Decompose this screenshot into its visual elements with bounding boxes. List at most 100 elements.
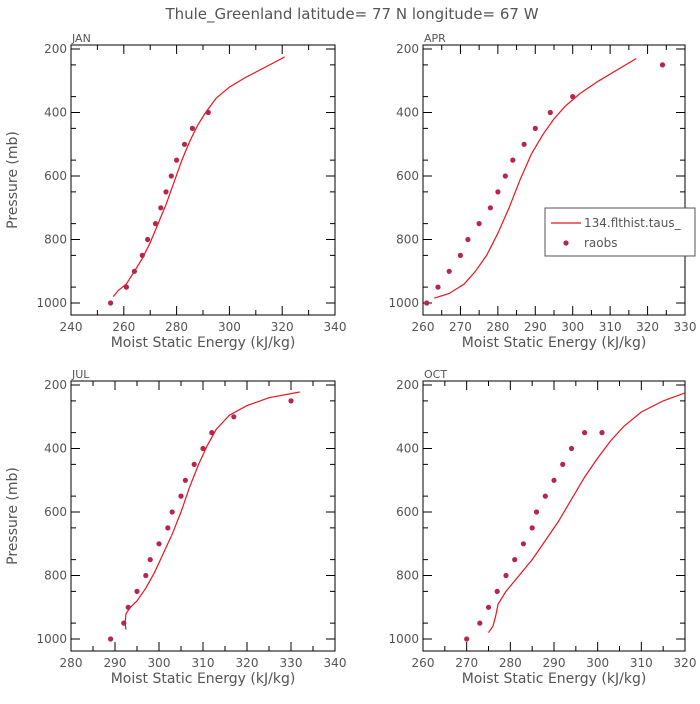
raobs-point [139, 252, 145, 258]
y-tick-label: 400 [44, 442, 67, 456]
y-tick-label: 800 [396, 569, 419, 583]
panel-title: JUL [71, 368, 90, 381]
raobs-point [435, 284, 441, 290]
y-tick-label: 1000 [388, 632, 419, 646]
y-tick-label: 200 [44, 378, 67, 392]
x-tick-label: 320 [636, 320, 659, 334]
raobs-point [560, 461, 566, 467]
panel-title: OCT [424, 368, 447, 381]
series-line-jan [112, 56, 286, 297]
raobs-point [424, 300, 430, 306]
raobs-point [231, 414, 237, 420]
panel-oct: OCT 260 270 280 290 300 310 320 200 400 600 800 1000… [388, 368, 696, 687]
plot-frame [70, 44, 336, 316]
series-line-jul [124, 391, 300, 630]
raobs-point [125, 604, 131, 610]
y-tick-label: 800 [44, 233, 67, 247]
raobs-point [446, 268, 452, 274]
x-tick-label: 280 [499, 656, 522, 670]
raobs-point [123, 284, 129, 290]
x-tick-label: 300 [148, 656, 171, 670]
raobs-point [485, 604, 492, 610]
raobs-point [152, 221, 159, 227]
y-tick-label: 400 [396, 442, 419, 456]
x-tick-label: 340 [324, 320, 347, 334]
x-tick-label: 270 [449, 320, 472, 334]
raobs-point [178, 493, 184, 499]
raobs-point [582, 430, 588, 436]
raobs-point [143, 572, 149, 579]
y-tick-label: 600 [44, 505, 67, 519]
raobs-point [156, 541, 162, 547]
x-tick-label: 310 [599, 320, 622, 334]
y-tick-label: 200 [396, 42, 419, 56]
raobs-point [134, 588, 140, 595]
x-tick-label: 260 [412, 320, 435, 334]
x-tick-label: 260 [412, 656, 435, 670]
raobs-point [487, 205, 493, 211]
series-line-oct [488, 392, 685, 633]
legend: 134.flthist.taus_raobs [544, 207, 696, 257]
raobs-point [659, 62, 666, 68]
y-tick-label: 200 [44, 42, 67, 56]
x-tick-label: 320 [674, 656, 697, 670]
y-tick-label: 200 [396, 378, 419, 392]
y-tick-label: 800 [396, 233, 419, 247]
x-tick-label: 240 [60, 320, 83, 334]
raobs-point [503, 572, 509, 579]
x-tick-label: 280 [60, 656, 83, 670]
x-tick-label: 300 [561, 320, 584, 334]
raobs-point [108, 300, 114, 306]
plot-frame [422, 380, 686, 652]
raobs-point [494, 588, 500, 595]
x-axis-label: Moist Static Energy (kJ/kg) [111, 671, 296, 687]
series-line-apr [434, 57, 637, 299]
raobs-point [599, 430, 605, 436]
raobs-point [165, 525, 171, 531]
y-tick-label: 1000 [36, 296, 67, 310]
raobs-point [529, 525, 535, 531]
x-tick-label: 270 [455, 656, 478, 670]
raobs-point [532, 125, 538, 131]
x-tick-label: 330 [280, 656, 303, 670]
raobs-point [200, 445, 206, 452]
figure-title: Thule_Greenland latitude= 77 N longitude… [164, 5, 538, 24]
panel-jul: JUL 280 290 300 310 320 330 340 200 400 600 800 1000… [5, 368, 346, 687]
x-tick-label: 310 [192, 656, 215, 670]
raobs-point [510, 157, 516, 163]
plot-frame [422, 44, 686, 316]
raobs-point [457, 252, 463, 258]
x-axis-label: Moist Static Energy (kJ/kg) [111, 335, 296, 351]
raobs-point [547, 109, 553, 116]
y-tick-label: 400 [396, 106, 419, 120]
raobs-point [521, 141, 527, 147]
raobs-point [181, 141, 188, 147]
raobs-point [512, 557, 518, 563]
x-tick-label: 290 [543, 656, 566, 670]
raobs-point [145, 236, 151, 243]
y-tick-label: 1000 [388, 296, 419, 310]
x-tick-label: 320 [271, 320, 294, 334]
raobs-point [533, 509, 540, 515]
raobs-point [477, 620, 483, 626]
raobs-point [182, 477, 188, 483]
plot-frame [70, 380, 336, 652]
raobs-point [209, 430, 215, 436]
raobs-point [288, 398, 294, 404]
x-tick-label: 320 [236, 656, 259, 670]
raobs-point [163, 189, 169, 195]
y-tick-label: 800 [44, 569, 67, 583]
x-tick-label: 280 [165, 320, 188, 334]
raobs-point [131, 268, 137, 274]
raobs-point [542, 493, 548, 499]
x-tick-label: 290 [524, 320, 547, 334]
x-tick-label: 330 [674, 320, 697, 334]
raobs-point [495, 189, 501, 195]
legend-line-label: 134.flthist.taus_ [584, 216, 682, 230]
raobs-point [169, 509, 175, 515]
raobs-point [465, 236, 471, 243]
x-tick-label: 260 [112, 320, 135, 334]
raobs-point [174, 157, 180, 163]
raobs-point [205, 109, 211, 116]
